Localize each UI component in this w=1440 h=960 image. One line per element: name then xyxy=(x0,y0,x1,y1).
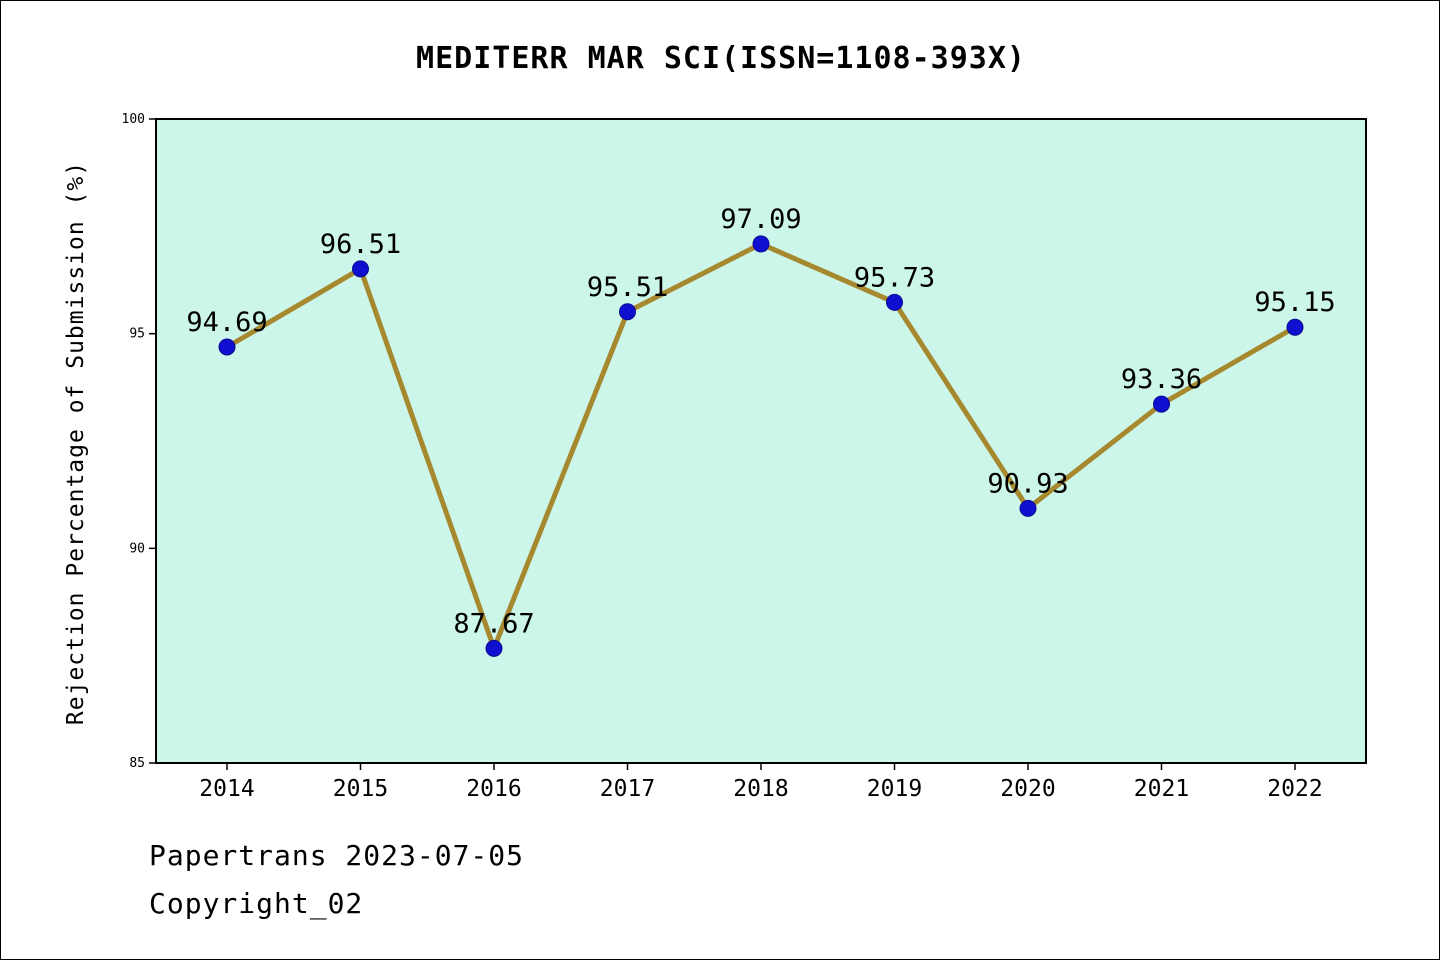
data-point-label: 96.51 xyxy=(320,229,401,260)
x-tick-label: 2015 xyxy=(333,776,388,802)
y-tick-label: 90 xyxy=(129,541,145,556)
footer-source-date: Papertrans 2023-07-05 xyxy=(149,839,525,872)
data-point-label: 87.67 xyxy=(453,608,534,639)
data-point-label: 95.51 xyxy=(587,272,668,303)
footer-copyright: Copyright_02 xyxy=(149,887,364,920)
data-point-label: 95.15 xyxy=(1254,287,1335,318)
data-point xyxy=(1019,499,1037,517)
data-point-label: 94.69 xyxy=(186,307,267,338)
data-point xyxy=(752,235,770,253)
data-point xyxy=(619,303,636,321)
data-point-label: 93.36 xyxy=(1121,364,1202,395)
y-tick-label: 100 xyxy=(122,112,145,127)
x-tick-label: 2018 xyxy=(733,776,788,802)
data-point xyxy=(1153,395,1170,413)
data-point xyxy=(218,338,236,356)
data-point-label: 95.73 xyxy=(854,262,935,293)
data-point-label: 97.09 xyxy=(720,204,801,235)
data-point xyxy=(886,293,903,311)
x-tick-label: 2017 xyxy=(600,776,655,802)
y-tick-label: 85 xyxy=(129,756,145,771)
data-point xyxy=(1286,318,1304,336)
x-tick-label: 2021 xyxy=(1134,776,1189,802)
x-tick-label: 2019 xyxy=(867,776,922,802)
plot-area xyxy=(155,118,1367,764)
y-tick-label: 95 xyxy=(129,327,145,342)
x-tick-label: 2022 xyxy=(1267,776,1322,802)
x-tick-label: 2016 xyxy=(466,776,521,802)
data-point xyxy=(352,260,369,278)
chart-title: MEDITERR MAR SCI(ISSN=1108-393X) xyxy=(416,41,1026,76)
data-point xyxy=(485,639,503,657)
x-tick-label: 2014 xyxy=(199,776,254,802)
data-point-label: 90.93 xyxy=(987,468,1068,499)
x-tick-label: 2020 xyxy=(1000,776,1055,802)
